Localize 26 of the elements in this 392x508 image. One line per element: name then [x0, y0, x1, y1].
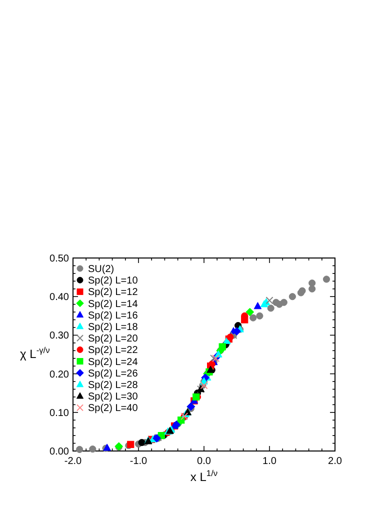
legend-label: Sp(2) L=10 [88, 276, 138, 287]
x-tick-label: 2.0 [328, 456, 342, 467]
y-tick-label: 0.10 [50, 408, 70, 419]
x-axis-title: x L$^{1/ν}$ [190, 468, 218, 484]
legend-label: Sp(2) L=24 [88, 356, 138, 368]
legend-label: Sp(2) L=40 [88, 403, 138, 414]
legend-label: Sp(2) L=18 [88, 322, 138, 333]
x-tick-label: -2.0 [64, 456, 82, 467]
y-tick-label: 0.20 [50, 369, 70, 380]
legend-label: Sp(2) L=16 [88, 310, 138, 322]
y-axis-title: χ L$^{-γ/ν}$ [20, 345, 50, 361]
legend-label: Sp(2) L=22 [88, 345, 138, 356]
legend-label: Sp(2) L=26 [88, 368, 138, 380]
legend-label: Sp(2) L=12 [88, 287, 138, 298]
x-tick-label: -1.0 [130, 456, 148, 467]
legend-label: Sp(2) L=28 [88, 380, 138, 391]
y-tick-label: 0.40 [50, 292, 70, 304]
legend-label: Sp(2) L=30 [88, 392, 138, 403]
y-tick-label: 0.30 [50, 330, 70, 342]
y-tick-label: 0.50 [50, 254, 70, 264]
x-tick-label: 0.0 [197, 456, 212, 467]
legend-label: Sp(2) L=20 [88, 334, 138, 345]
x-tick-label: 1.0 [262, 456, 277, 467]
y-tick-label: 0.00 [50, 446, 70, 458]
legend-label: Sp(2) L=14 [88, 298, 138, 310]
legend-label: SU(2) [88, 264, 114, 275]
